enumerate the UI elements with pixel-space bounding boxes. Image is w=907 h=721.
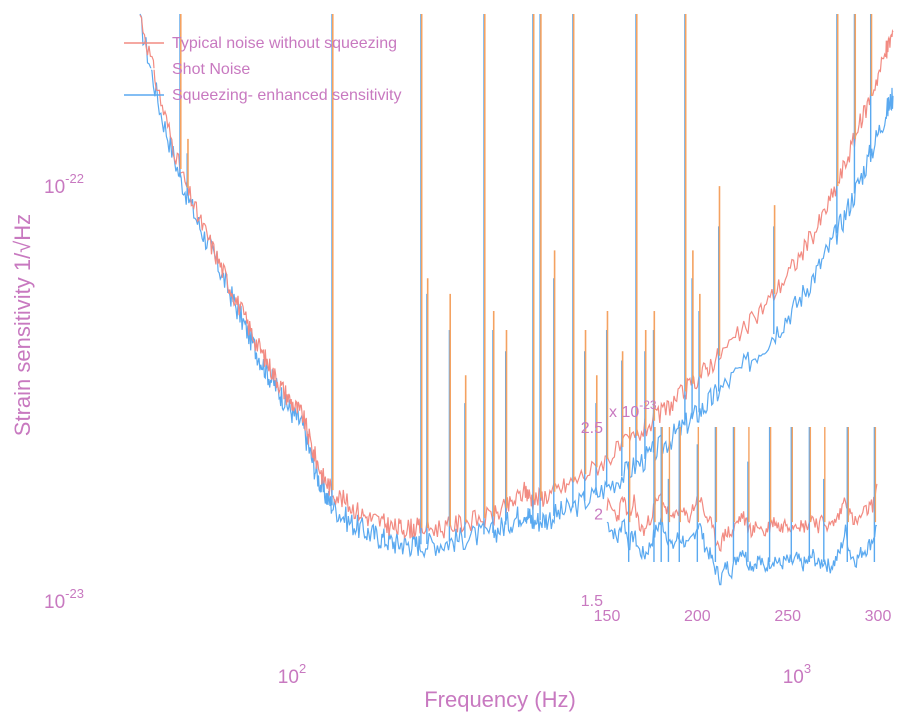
x-tick-label-1: 103 xyxy=(783,661,811,688)
legend-label-1: Shot Noise xyxy=(172,61,250,78)
x-axis-label: Frequency (Hz) xyxy=(424,687,576,712)
x-tick-label-0: 102 xyxy=(278,661,306,688)
y-axis-label: Strain sensitivity 1/√Hz xyxy=(10,214,35,436)
legend: Typical noise without squeezing Shot Nois… xyxy=(124,35,401,104)
inset-line-squeezed xyxy=(606,516,878,586)
inset-plot: 150 200 250 300 1.5 2 2.5 x 10-23 xyxy=(581,398,892,625)
y-tick-label-0: 10-23 xyxy=(44,586,84,613)
inset-y-tick-1: 2 xyxy=(594,507,603,524)
series-line-squeezed xyxy=(139,13,894,559)
inset-y-tick-2: 2.5 xyxy=(581,420,603,437)
inset-x-tick-1: 200 xyxy=(684,608,711,625)
inset-x-tick-0: 150 xyxy=(594,608,621,625)
inset-y-tick-0: 1.5 xyxy=(581,593,603,610)
inset-x-tick-2: 250 xyxy=(774,608,801,625)
inset-y-scale-label: x 10-23 xyxy=(609,398,657,421)
inset-line-typical xyxy=(606,483,878,552)
legend-label-2: Squeezing- enhanced sensitivity xyxy=(172,87,401,104)
legend-label-0: Typical noise without squeezing xyxy=(172,35,397,52)
main-plot: 102 103 10-23 10-22 xyxy=(44,13,894,688)
y-tick-label-1: 10-22 xyxy=(44,171,84,198)
axis-labels: Frequency (Hz) Strain sensitivity 1/√Hz xyxy=(10,214,576,712)
inset-x-tick-3: 300 xyxy=(865,608,892,625)
